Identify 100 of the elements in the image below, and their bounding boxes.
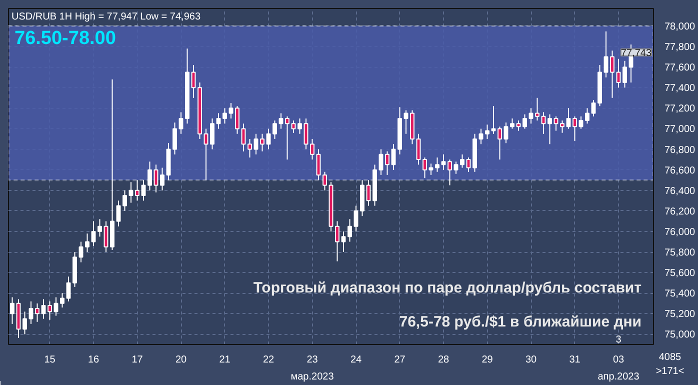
candlestick bbox=[60, 292, 64, 308]
annotation: 76,5-78 руб./$1 в ближайшие дни bbox=[399, 314, 642, 330]
candlestick bbox=[178, 112, 184, 134]
y-tick-label: 75,200 bbox=[664, 309, 696, 320]
candlestick bbox=[91, 220, 96, 246]
candlestick bbox=[191, 64, 196, 98]
candlestick bbox=[491, 106, 496, 134]
candlestick bbox=[522, 114, 527, 130]
annotation: 77,743 bbox=[620, 48, 652, 59]
candlestick bbox=[141, 180, 146, 202]
candlestick bbox=[572, 116, 577, 142]
candlestick bbox=[98, 218, 102, 238]
candlestick bbox=[235, 106, 240, 134]
candlestick bbox=[10, 296, 14, 324]
candlestick bbox=[41, 298, 46, 320]
candlestick bbox=[341, 230, 346, 253]
x-tick-label: 31 bbox=[569, 354, 581, 366]
candlestick bbox=[248, 138, 252, 158]
candlestick bbox=[441, 154, 446, 170]
y-tick-label: 78,000 bbox=[664, 21, 696, 32]
candlestick bbox=[298, 118, 302, 134]
candlestick bbox=[48, 300, 52, 320]
candlestick bbox=[541, 112, 546, 134]
candlestick bbox=[54, 296, 58, 316]
candlestick bbox=[135, 180, 140, 202]
candlestick bbox=[316, 148, 321, 181]
x-tick-label: 23 bbox=[306, 354, 318, 366]
y-tick-label: 77,600 bbox=[664, 62, 696, 74]
y-tick-label: 76,200 bbox=[664, 206, 696, 218]
candlestick bbox=[85, 233, 90, 253]
x-tick-label: 16 bbox=[88, 354, 100, 366]
candlestick bbox=[378, 148, 384, 176]
annotation: 3 bbox=[616, 334, 622, 346]
candlestick bbox=[285, 116, 290, 160]
x-tick-label: 27 bbox=[394, 354, 406, 366]
candlestick bbox=[560, 120, 564, 134]
x-tick-label: 15 bbox=[44, 354, 56, 366]
candlestick bbox=[291, 120, 296, 134]
candlestick bbox=[622, 60, 627, 88]
x-tick-label: 24 bbox=[350, 354, 362, 366]
candlestick bbox=[354, 205, 358, 232]
candlestick bbox=[304, 118, 308, 150]
text: апр.2023 bbox=[598, 372, 640, 382]
candlestick bbox=[366, 180, 371, 206]
candlestick bbox=[260, 133, 264, 152]
candlestick bbox=[616, 58, 621, 88]
candlestick bbox=[148, 161, 152, 191]
candlestick bbox=[504, 122, 508, 144]
y-tick-label: 77,000 bbox=[664, 124, 696, 136]
candlestick bbox=[498, 126, 502, 160]
x-tick-label: 03 bbox=[612, 354, 624, 366]
x-tick-label: 30 bbox=[525, 354, 537, 366]
candlestick bbox=[241, 123, 246, 152]
candlestick bbox=[266, 128, 271, 150]
text: мар.2023 bbox=[290, 372, 334, 382]
y-tick-label: 75,600 bbox=[664, 268, 696, 280]
x-tick-label: 22 bbox=[262, 354, 274, 366]
y-tick-label: 76,600 bbox=[664, 165, 696, 176]
text: 4085 bbox=[658, 352, 682, 363]
candlestick bbox=[448, 159, 452, 186]
candlestick bbox=[128, 182, 134, 204]
candlestick bbox=[254, 133, 258, 155]
candlestick bbox=[422, 156, 427, 179]
candlestick bbox=[216, 112, 221, 130]
candlestick bbox=[66, 276, 71, 302]
candlestick bbox=[272, 120, 277, 140]
candlestick bbox=[591, 99, 596, 117]
x-tick-label: 20 bbox=[175, 354, 187, 366]
candlestick bbox=[122, 190, 127, 212]
candlestick bbox=[228, 102, 234, 119]
candlestick bbox=[578, 116, 584, 130]
x-tick-label: 29 bbox=[482, 354, 494, 366]
candlestick bbox=[528, 108, 534, 124]
candlestick bbox=[28, 300, 34, 324]
candlestick bbox=[428, 163, 434, 176]
annotation: Торговый диапазон по паре доллар/рубль составит bbox=[253, 280, 642, 296]
candlestick bbox=[210, 118, 214, 150]
y-tick-label: 77,200 bbox=[664, 104, 696, 115]
candlestick bbox=[510, 118, 514, 130]
candlestick bbox=[460, 154, 464, 168]
candlestick bbox=[548, 114, 552, 145]
candlestick bbox=[535, 97, 540, 121]
y-tick-label: 77,400 bbox=[664, 83, 696, 94]
band-label: 76.50-78.00 bbox=[14, 28, 116, 49]
candlestick bbox=[385, 150, 390, 176]
y-tick-label: 76,000 bbox=[664, 226, 696, 238]
x-tick-label: 28 bbox=[438, 354, 450, 366]
candlestick bbox=[516, 120, 521, 132]
y-tick-label: 75,800 bbox=[664, 248, 696, 259]
candlestick bbox=[172, 122, 177, 155]
candlestick bbox=[348, 218, 352, 242]
chart-title: USD/RUB 1H High = 77,947 Low = 74,963 bbox=[12, 12, 201, 22]
candlestick bbox=[322, 171, 327, 191]
y-tick-label: 76,800 bbox=[664, 144, 696, 156]
candlestick bbox=[435, 156, 440, 172]
text: >171< bbox=[656, 366, 684, 377]
candlestick bbox=[554, 116, 558, 132]
candlestick bbox=[78, 241, 84, 263]
candlestick bbox=[278, 112, 284, 130]
candlestick bbox=[566, 108, 571, 130]
